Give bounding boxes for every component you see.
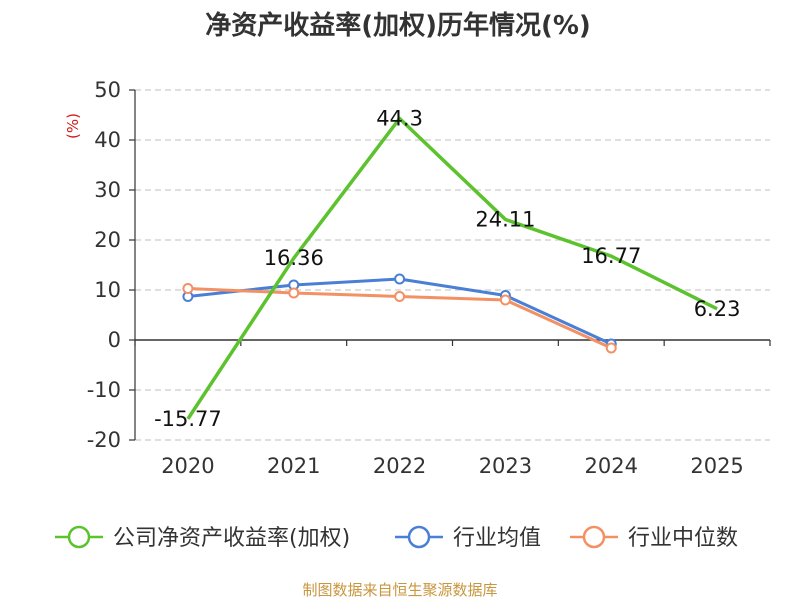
data-labels: -15.77 16.36 44.3 24.11 16.77 6.23 [154, 107, 740, 431]
series-line-1 [187, 277, 612, 346]
y-tick-label: 30 [94, 178, 121, 202]
x-tick-label: 2021 [267, 454, 320, 478]
data-label: 16.77 [581, 244, 641, 268]
legend: 公司净资产收益率(加权) 行业均值 行业中位数 [55, 525, 738, 551]
x-tick-label: 2024 [585, 454, 638, 478]
data-point [182, 283, 194, 294]
y-tick-label: 10 [94, 278, 121, 302]
series-line-0 [186, 116, 718, 420]
data-point [605, 342, 617, 354]
x-tick-label: 2023 [479, 454, 532, 478]
data-point [394, 273, 406, 285]
legend-marker [407, 525, 431, 549]
y-tick-label: 50 [94, 78, 121, 102]
axes: 50 40 30 20 10 0 -10 -20 2020 2021 2022 2023 2024 202… [87, 78, 771, 478]
y-tick-label: 20 [94, 228, 121, 252]
legend-marker [67, 525, 91, 549]
data-label: 44.3 [376, 107, 423, 131]
data-source-caption: 制图数据来自恒生聚源数据库 [302, 581, 497, 599]
data-label: 24.11 [475, 207, 535, 231]
x-tick-label: 2025 [690, 454, 743, 478]
series-lines [182, 116, 718, 420]
data-label: 6.23 [694, 297, 741, 321]
x-tick-label: 2020 [161, 454, 214, 478]
legend-label: 公司净资产收益率(加权) [113, 526, 350, 551]
data-point [394, 291, 406, 302]
x-tick-label: 2022 [373, 454, 426, 478]
data-label: 16.36 [264, 246, 324, 270]
gridlines [135, 89, 770, 441]
legend-marker [582, 525, 606, 549]
y-tick-label: 40 [94, 128, 121, 152]
chart-title: 净资产收益率(加权)历年情况(%) [205, 10, 591, 41]
data-point [499, 294, 511, 306]
data-point [288, 287, 300, 299]
legend-label: 行业均值 [453, 526, 541, 551]
y-tick-label: 0 [108, 328, 121, 352]
y-tick-label: -10 [87, 378, 121, 402]
y-tick-label: -20 [87, 428, 121, 452]
legend-label: 行业中位数 [628, 526, 738, 551]
data-label: -15.77 [154, 407, 222, 431]
y-axis-unit-label: (%) [64, 113, 82, 139]
